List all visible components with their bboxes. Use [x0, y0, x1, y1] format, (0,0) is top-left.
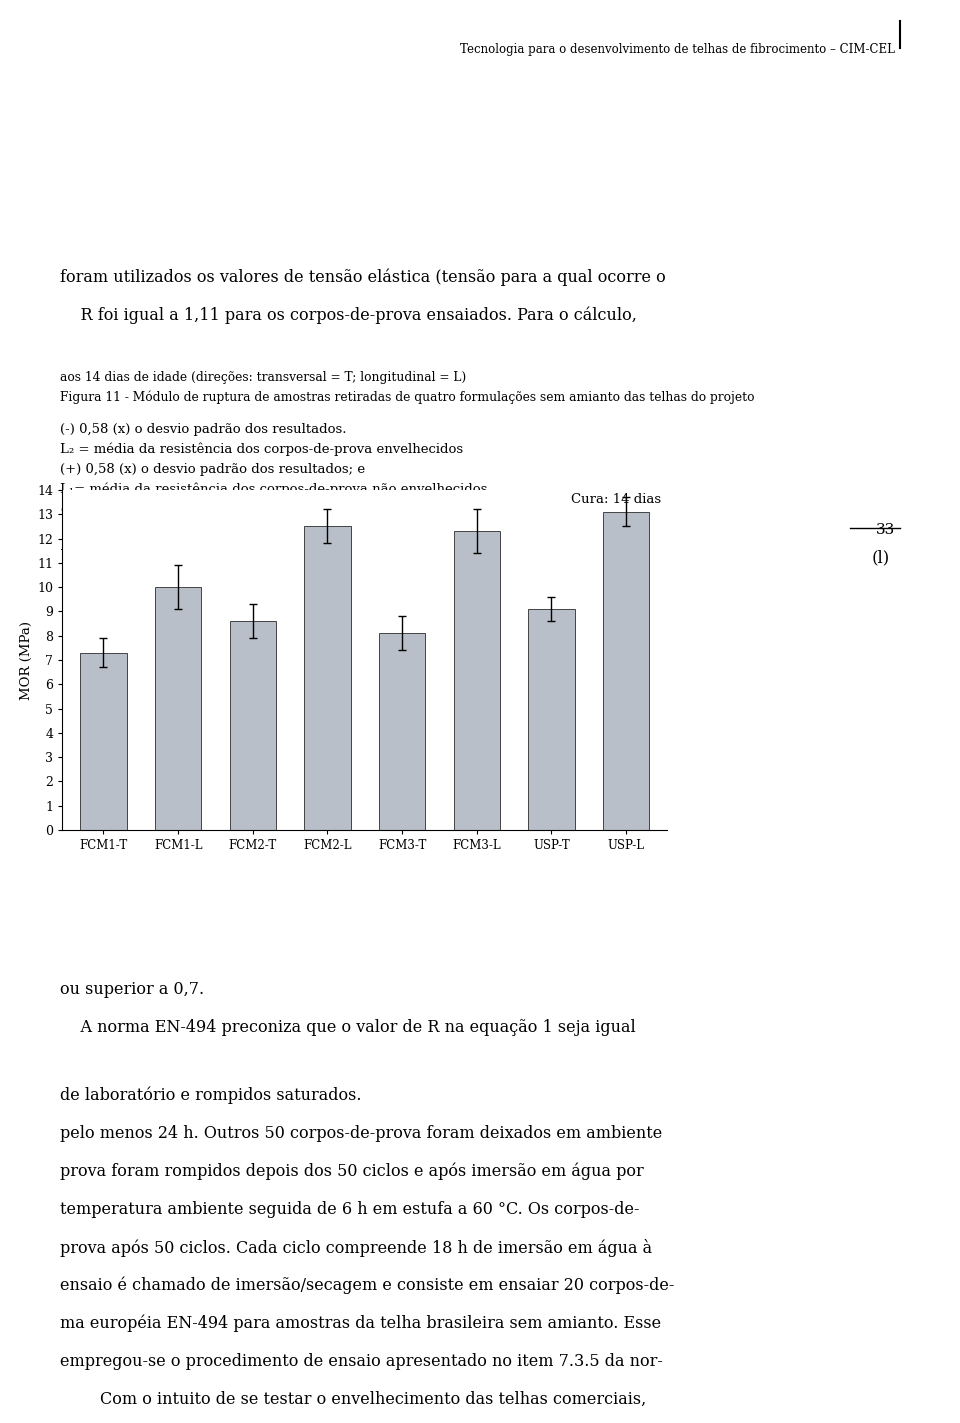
Text: de laboratório e rompidos saturados.: de laboratório e rompidos saturados.	[60, 1087, 362, 1104]
Text: (+) 0,58 (x) o desvio padrão dos resultados; e: (+) 0,58 (x) o desvio padrão dos resulta…	[60, 462, 365, 477]
Bar	[304, 527, 350, 830]
Text: L₁= média da resistência dos corpos-de-prova não envelhecidos: L₁= média da resistência dos corpos-de-p…	[60, 482, 488, 497]
Text: R=: R=	[60, 548, 93, 568]
Bar	[155, 588, 202, 830]
Text: ma européia EN-494 para amostras da telha brasileira sem amianto. Esse: ma européia EN-494 para amostras da telh…	[60, 1315, 661, 1332]
Bar	[229, 622, 276, 830]
Text: ou superior a 0,7.: ou superior a 0,7.	[60, 980, 204, 998]
Text: 33: 33	[876, 524, 895, 536]
Text: (l): (l)	[872, 549, 890, 566]
Text: R foi igual a 1,11 para os corpos-de-prova ensaiados. Para o cálculo,: R foi igual a 1,11 para os corpos-de-pro…	[60, 306, 636, 323]
Text: ensaio é chamado de imersão/secagem e consiste em ensaiar 20 corpos-de-: ensaio é chamado de imersão/secagem e co…	[60, 1276, 674, 1295]
Text: prova foram rompidos depois dos 50 ciclos e após imersão em água por: prova foram rompidos depois dos 50 ciclo…	[60, 1163, 644, 1181]
Text: Tecnologia para o desenvolvimento de telhas de fibrocimento – CIM-CEL: Tecnologia para o desenvolvimento de tel…	[460, 43, 895, 55]
Y-axis label: MOR (MPa): MOR (MPa)	[20, 620, 34, 700]
Text: pelo menos 24 h. Outros 50 corpos-de-prova foram deixados em ambiente: pelo menos 24 h. Outros 50 corpos-de-pro…	[60, 1126, 662, 1143]
Text: empregou-se o procedimento de ensaio apresentado no item 7.3.5 da nor-: empregou-se o procedimento de ensaio apr…	[60, 1353, 662, 1370]
Bar	[81, 653, 127, 830]
Text: Com o intuito de se testar o envelhecimento das telhas comerciais,: Com o intuito de se testar o envelhecime…	[100, 1392, 646, 1407]
Text: Figura 11 - Módulo de ruptura de amostras retiradas de quatro formulações sem am: Figura 11 - Módulo de ruptura de amostra…	[60, 391, 755, 404]
Text: onde:: onde:	[60, 502, 97, 517]
Text: (-) 0,58 (x) o desvio padrão dos resultados.: (-) 0,58 (x) o desvio padrão dos resulta…	[60, 423, 347, 435]
Bar	[603, 512, 649, 830]
Text: temperatura ambiente seguida de 6 h em estufa a 60 °C. Os corpos-de-: temperatura ambiente seguida de 6 h em e…	[60, 1201, 639, 1218]
Text: Cura: 14 dias: Cura: 14 dias	[571, 494, 661, 507]
Text: foram utilizados os valores de tensão elástica (tensão para a qual ocorre o: foram utilizados os valores de tensão el…	[60, 268, 665, 286]
Text: aos 14 dias de idade (direções: transversal = T; longitudinal = L): aos 14 dias de idade (direções: transver…	[60, 371, 467, 384]
Text: L₁: L₁	[108, 544, 126, 561]
Bar	[528, 609, 575, 830]
Bar	[454, 531, 500, 830]
Text: A norma EN-494 preconiza que o valor de R na equação 1 seja igual: A norma EN-494 preconiza que o valor de …	[60, 1019, 636, 1036]
Text: L₂ = média da resistência dos corpos-de-prova envelhecidos: L₂ = média da resistência dos corpos-de-…	[60, 443, 463, 457]
Text: L₂: L₂	[108, 554, 126, 571]
Text: prova após 50 ciclos. Cada ciclo compreende 18 h de imersão em água à: prova após 50 ciclos. Cada ciclo compree…	[60, 1239, 652, 1257]
Bar	[379, 633, 425, 830]
